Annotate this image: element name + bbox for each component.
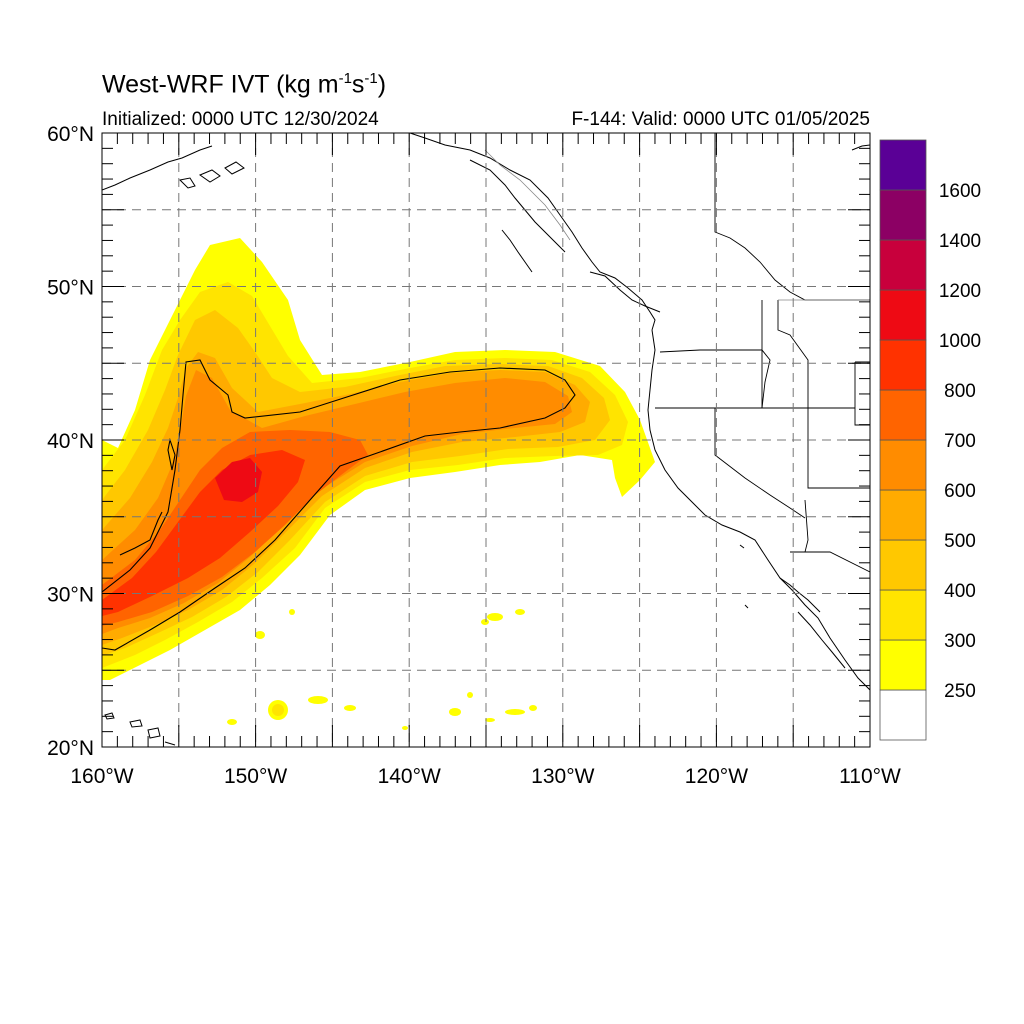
ivt-shading	[102, 238, 655, 730]
colorbar-swatch	[879, 489, 927, 541]
lat-label: 30°N	[47, 584, 94, 607]
colorbar-swatch	[879, 139, 927, 191]
lon-label: 140°W	[378, 765, 441, 788]
colorbar-label: 300	[944, 631, 976, 652]
lat-label: 60°N	[47, 123, 94, 146]
title-close: )	[377, 70, 387, 99]
axis-labels: 160°W 150°W 140°W 130°W 120°W 110°W 60°N 50°N 40…	[47, 123, 901, 788]
colorbar-label: 1200	[939, 281, 981, 302]
title-text-s: s	[351, 70, 365, 99]
colorbar-label: 400	[944, 581, 976, 602]
colorbar-swatch	[879, 539, 927, 591]
colorbar-label: 250	[944, 681, 976, 702]
lon-label: 110°W	[839, 765, 901, 788]
lon-label: 130°W	[531, 765, 594, 788]
valid-time-label: F-144: Valid: 0000 UTC 01/05/2025	[571, 109, 870, 130]
colorbar-swatch	[879, 689, 927, 741]
colorbar-label: 700	[944, 431, 976, 452]
colorbar-swatch	[879, 639, 927, 691]
ivt-patches	[227, 609, 537, 730]
figure-title: West-WRF IVT (kg m-1s-1)	[102, 70, 386, 99]
coastlines	[102, 133, 870, 746]
ivt-contour-line	[102, 359, 576, 651]
colorbar-label: 1000	[939, 331, 981, 352]
lon-label: 150°W	[224, 765, 287, 788]
colorbar-swatch	[879, 339, 927, 391]
title-exponent-1: -1	[338, 70, 352, 87]
title-exponent-2: -1	[364, 70, 378, 87]
ivt-patches-orange	[272, 704, 284, 716]
ivt-band-1000	[215, 458, 262, 502]
colorbar-swatch	[879, 239, 927, 291]
lat-label: 40°N	[47, 430, 94, 453]
ivt-contour-line-inner	[119, 437, 176, 556]
border-lines-grey	[484, 149, 870, 301]
colorbar-swatch	[879, 189, 927, 241]
colorbar-label: 1600	[939, 181, 981, 202]
axis-ticks	[101, 132, 871, 748]
colorbar-label: 1400	[939, 231, 981, 252]
colorbar-swatch	[879, 439, 927, 491]
title-text: West-WRF IVT (kg m	[102, 70, 339, 99]
colorbar-label: 800	[944, 381, 976, 402]
colorbar-swatch	[879, 589, 927, 641]
colorbar-label: 600	[944, 481, 976, 502]
init-time-label: Initialized: 0000 UTC 12/30/2024	[102, 109, 379, 130]
state-borders	[655, 133, 870, 573]
colorbar-label: 500	[944, 531, 976, 552]
graticule	[102, 133, 870, 747]
lat-label: 20°N	[47, 737, 94, 760]
lon-label: 160°W	[70, 765, 133, 788]
colorbar-swatch	[879, 389, 927, 441]
lon-label: 120°W	[685, 765, 748, 788]
lat-label: 50°N	[47, 277, 94, 300]
colorbar: 250 300 400 500 600 700 800 1000 1200 1400 1600	[879, 139, 981, 741]
colorbar-swatch	[879, 289, 927, 341]
